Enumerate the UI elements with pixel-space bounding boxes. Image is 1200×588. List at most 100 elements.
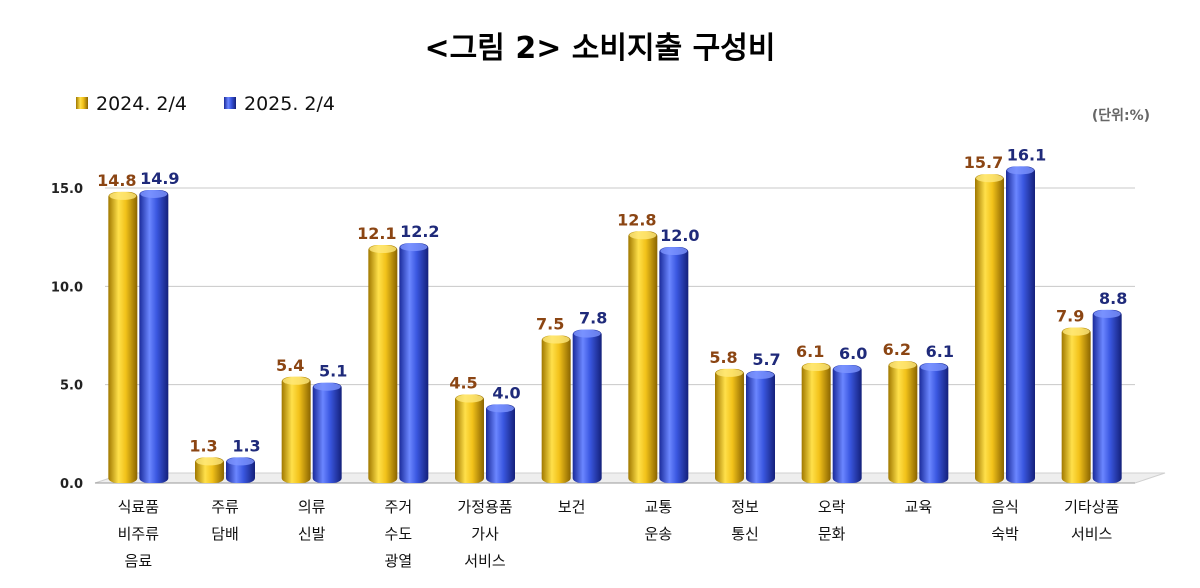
- legend-swatch-2024: [76, 97, 88, 109]
- bar: [1092, 309, 1122, 483]
- x-category-label: 수도: [385, 525, 413, 543]
- bar-top: [1062, 327, 1090, 336]
- x-category-label: 주류: [211, 498, 239, 516]
- bar-top: [1093, 309, 1121, 318]
- bar: [572, 329, 602, 483]
- bar: [919, 363, 949, 483]
- data-label: 4.5: [449, 374, 477, 393]
- bar: [281, 376, 311, 483]
- bar: [541, 335, 571, 483]
- bar: [455, 394, 484, 483]
- bar-top: [227, 457, 254, 466]
- data-label: 7.9: [1056, 307, 1084, 326]
- bar: [399, 243, 429, 483]
- bar: [888, 361, 918, 483]
- data-label: 12.0: [660, 226, 699, 245]
- bar-top: [369, 245, 397, 254]
- chart-title: <그림 2> 소비지출 구성비: [425, 31, 776, 66]
- x-category-label: 신발: [298, 525, 326, 543]
- bar-top: [747, 370, 774, 379]
- data-label: 5.1: [319, 362, 347, 381]
- bar-top: [660, 247, 688, 255]
- bar-top: [976, 174, 1003, 183]
- data-label: 5.4: [276, 356, 304, 375]
- bar-top: [313, 382, 341, 391]
- x-category-label: 숙박: [991, 525, 1019, 543]
- bar-top: [400, 243, 428, 252]
- bar-top: [109, 191, 137, 200]
- x-category-label: 교통: [645, 498, 673, 516]
- bar: [746, 370, 775, 483]
- x-category-label: 통신: [731, 525, 759, 543]
- bar-top: [487, 404, 514, 413]
- x-category-label: 비주류: [118, 525, 160, 543]
- bar: [801, 363, 831, 483]
- unit-label: (단위:%): [1092, 107, 1150, 124]
- bar-top: [920, 363, 948, 372]
- data-label: 8.8: [1099, 289, 1127, 308]
- x-category-label: 주거: [385, 498, 413, 516]
- x-category-label: 광열: [385, 552, 413, 570]
- bar-top: [573, 329, 601, 338]
- data-label: 12.1: [357, 224, 396, 243]
- data-label: 7.5: [536, 315, 564, 334]
- data-label: 14.8: [97, 171, 136, 190]
- x-category-label: 담배: [211, 525, 239, 543]
- bar-top: [833, 365, 861, 373]
- data-label: 4.0: [492, 383, 520, 402]
- bar-top: [889, 361, 917, 370]
- bar: [368, 245, 398, 483]
- data-label: 1.3: [189, 436, 217, 455]
- data-label: 6.0: [839, 344, 867, 363]
- bar: [659, 247, 689, 483]
- data-label: 15.7: [964, 153, 1003, 172]
- data-label: 5.8: [709, 348, 737, 367]
- x-category-label: 교육: [905, 498, 933, 516]
- data-label: 5.7: [752, 350, 780, 369]
- x-category-label: 의류: [298, 498, 326, 516]
- x-category-label: 보건: [558, 498, 586, 516]
- bar-top: [1007, 166, 1034, 175]
- bar: [1006, 166, 1035, 483]
- x-category-label: 가정용품: [457, 498, 512, 516]
- legend-swatch-2025: [224, 97, 236, 109]
- y-tick-label: 10.0: [51, 280, 83, 295]
- bar: [975, 174, 1004, 483]
- data-label: 6.1: [796, 342, 824, 361]
- bar: [139, 189, 169, 483]
- data-label: 16.1: [1007, 145, 1046, 164]
- legend-label-2025: 2025. 2/4: [244, 93, 335, 115]
- bar-top: [282, 376, 310, 385]
- data-label: 7.8: [579, 309, 607, 328]
- data-label: 1.3: [232, 436, 260, 455]
- data-label: 12.8: [617, 210, 656, 229]
- data-label: 6.2: [883, 340, 911, 359]
- y-tick-label: 15.0: [51, 182, 83, 197]
- bar-top: [456, 394, 483, 403]
- x-category-label: 기타상품: [1064, 498, 1119, 516]
- data-label: 14.9: [140, 169, 179, 188]
- bar-top: [542, 335, 570, 344]
- bar: [628, 231, 658, 483]
- y-tick-label: 0.0: [60, 477, 83, 492]
- x-category-label: 오락: [818, 498, 846, 516]
- legend: 2024. 2/4 2025. 2/4: [76, 93, 335, 115]
- bar-top: [802, 363, 830, 372]
- legend-label-2024: 2024. 2/4: [96, 93, 187, 115]
- data-label: 12.2: [400, 222, 439, 241]
- bar-top: [140, 189, 168, 198]
- bar: [108, 191, 138, 483]
- y-tick-label: 5.0: [60, 379, 83, 394]
- x-category-label: 서비스: [1071, 525, 1113, 543]
- x-category-label: 운송: [645, 525, 673, 543]
- bar: [486, 404, 515, 483]
- x-category-label: 문화: [818, 525, 846, 543]
- x-category-label: 식료품: [118, 498, 159, 516]
- x-category-label: 음료: [125, 552, 153, 570]
- x-category-label: 음식: [991, 498, 1019, 516]
- bar-top: [629, 231, 657, 240]
- bar: [715, 368, 744, 483]
- x-category-label: 서비스: [464, 552, 506, 570]
- bar: [312, 382, 342, 483]
